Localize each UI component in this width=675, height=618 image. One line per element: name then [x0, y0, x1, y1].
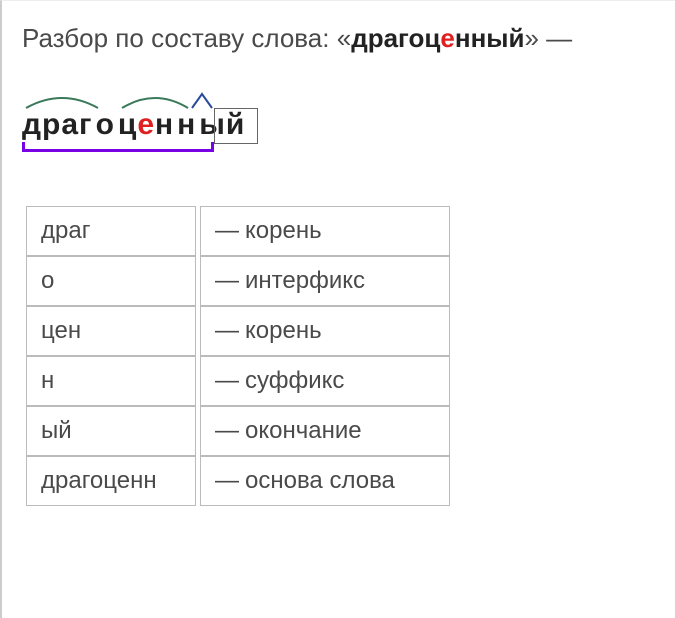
- dash: —: [215, 467, 239, 494]
- table-row: драг —корень: [26, 206, 450, 256]
- cell-type: —корень: [200, 306, 450, 356]
- cell-part: драг: [26, 206, 196, 256]
- title-line: Разбор по составу слова: «драгоценный» —: [22, 19, 655, 58]
- part-interfix: о: [96, 108, 115, 142]
- title-word-post: нный: [455, 23, 525, 53]
- morpheme-table: драг —корень о —интерфикс цен —корень н …: [22, 206, 454, 506]
- stem-underline: [22, 142, 214, 152]
- type-text: суффикс: [245, 367, 344, 394]
- root-arc-1: [26, 98, 98, 108]
- cell-part: цен: [26, 306, 196, 356]
- cell-type: —основа слова: [200, 456, 450, 506]
- cell-type: —интерфикс: [200, 256, 450, 306]
- dash: —: [215, 217, 239, 244]
- part-root2b: е: [137, 108, 155, 142]
- cell-type: —корень: [200, 206, 450, 256]
- morpheme-table-body: драг —корень о —интерфикс цен —корень н …: [26, 206, 450, 506]
- cell-part: н: [26, 356, 196, 406]
- title-word-pre: драгоц: [351, 23, 440, 53]
- dash: —: [215, 267, 239, 294]
- diagram-word: драгоценный: [22, 108, 245, 142]
- cell-part: ый: [26, 406, 196, 456]
- table-row: о —интерфикс: [26, 256, 450, 306]
- dash: —: [215, 417, 239, 444]
- part-root1: драг: [22, 108, 93, 142]
- type-text: интерфикс: [245, 267, 365, 294]
- type-text: корень: [245, 317, 322, 344]
- type-text: окончание: [245, 417, 362, 444]
- part-suffix: н: [177, 108, 196, 142]
- morpheme-diagram: драгоценный: [22, 86, 655, 158]
- cell-part: драгоценн: [26, 456, 196, 506]
- table-row: н —суффикс: [26, 356, 450, 406]
- type-text: основа слова: [245, 467, 395, 494]
- dash: —: [215, 317, 239, 344]
- table-row: цен —корень: [26, 306, 450, 356]
- table-row: ый —окончание: [26, 406, 450, 456]
- title-suffix: » —: [524, 23, 572, 53]
- cell-part: о: [26, 256, 196, 306]
- suffix-caret: [192, 94, 212, 108]
- title-word-stress: е: [440, 23, 454, 53]
- root-arc-2: [122, 98, 188, 108]
- cell-type: —окончание: [200, 406, 450, 456]
- title-prefix: Разбор по составу слова: «: [22, 23, 351, 53]
- part-root2a: ц: [118, 108, 137, 142]
- part-root2c: н: [155, 108, 174, 142]
- cell-type: —суффикс: [200, 356, 450, 406]
- table-row: драгоценн —основа слова: [26, 456, 450, 506]
- dash: —: [215, 367, 239, 394]
- ending-box: [214, 108, 258, 144]
- type-text: корень: [245, 217, 322, 244]
